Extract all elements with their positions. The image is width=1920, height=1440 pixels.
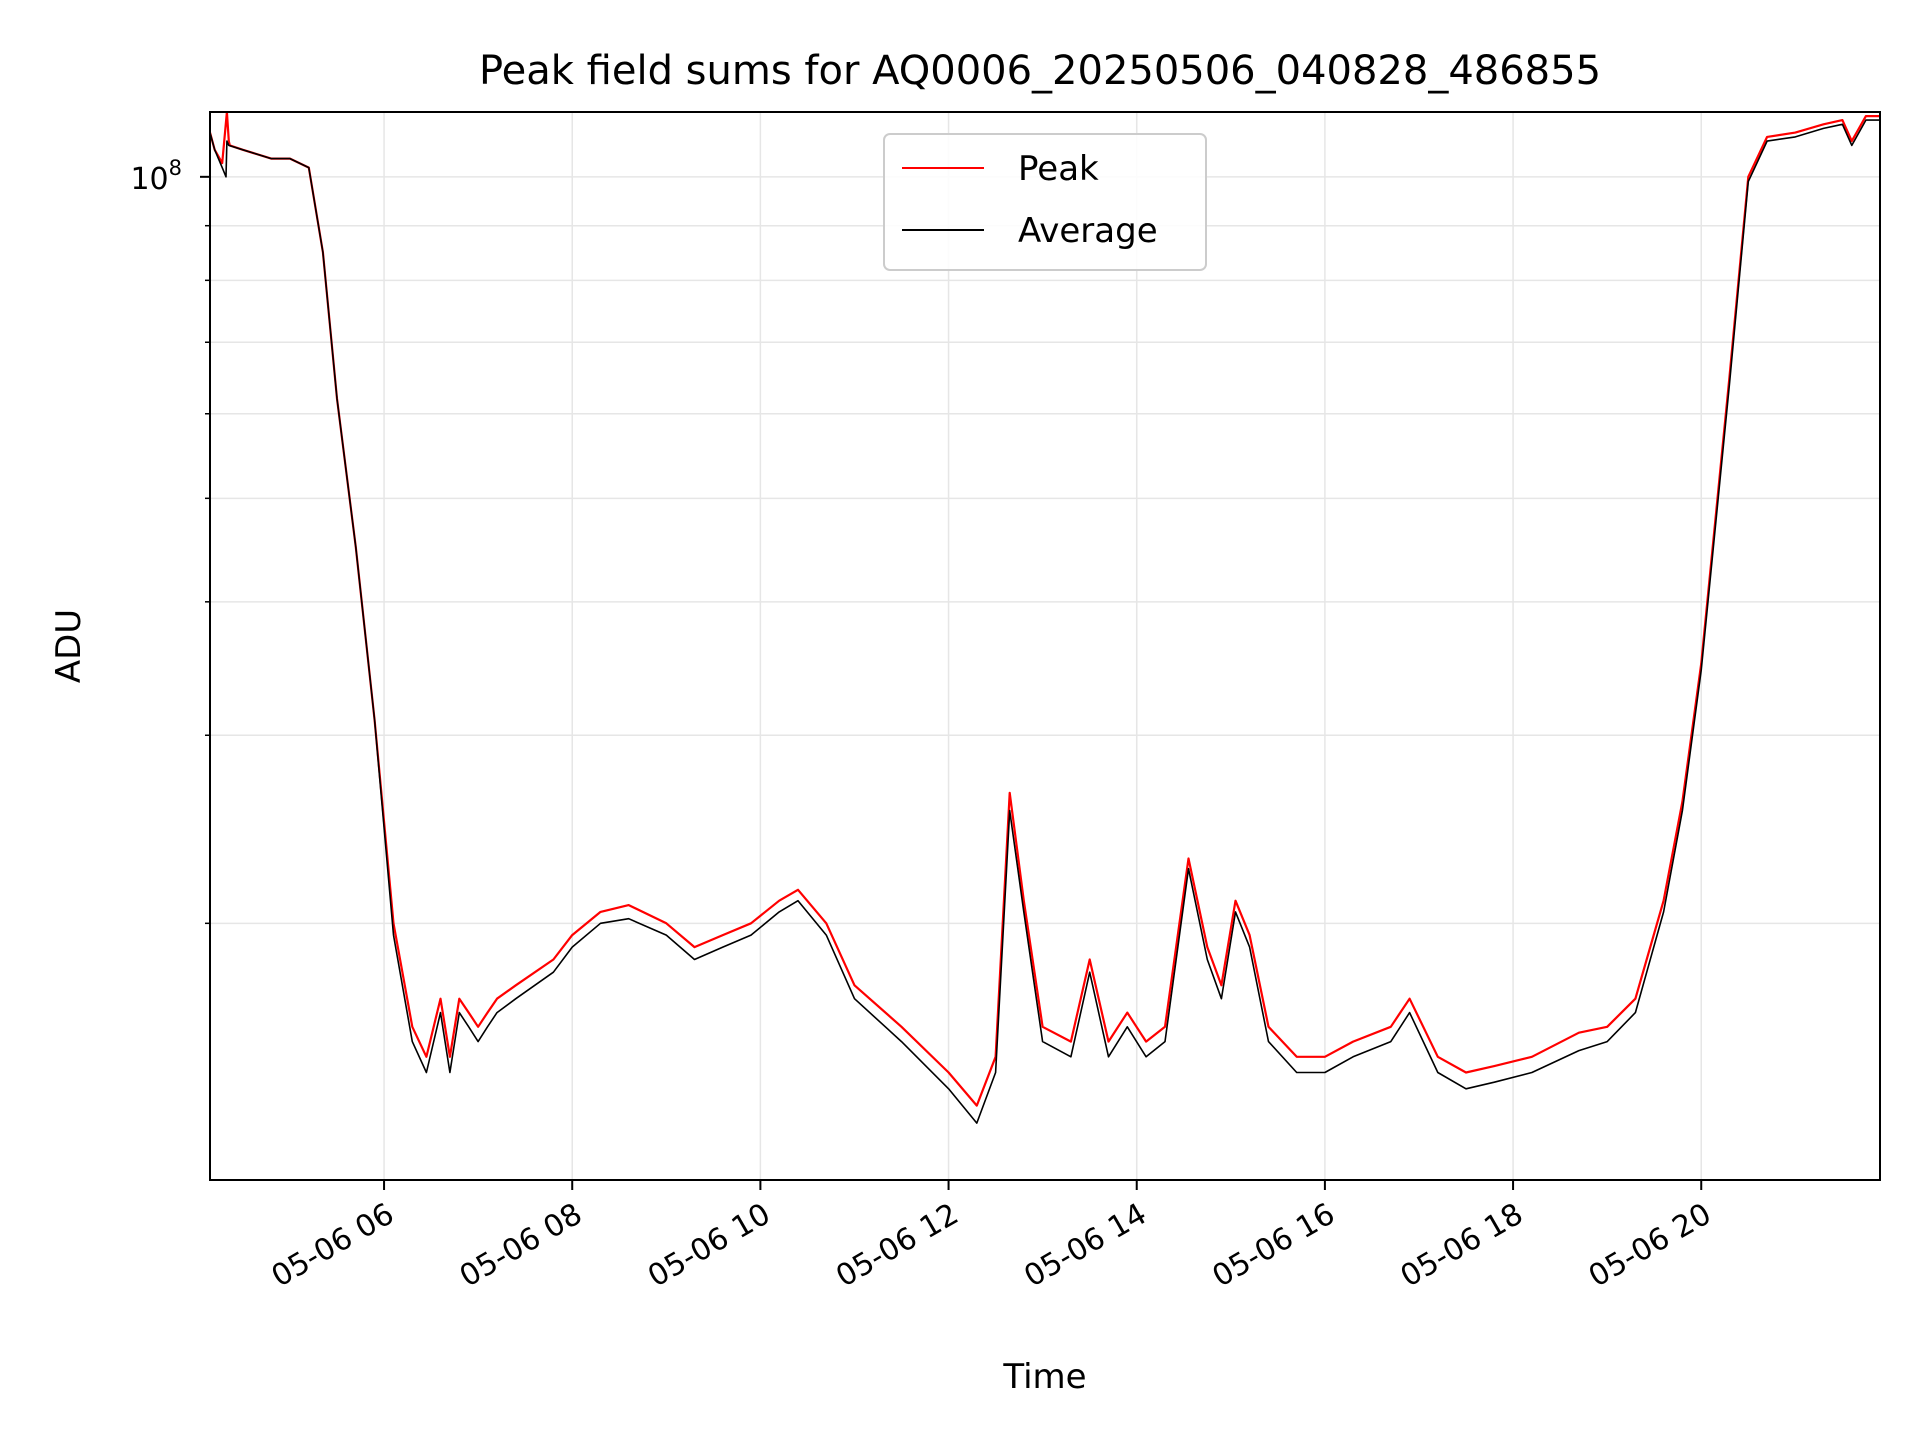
x-axis-label: Time [1002, 1357, 1086, 1397]
y-axis-label: ADU [49, 609, 89, 683]
plot-series [210, 112, 1880, 1124]
legend: Peak Average [883, 133, 1207, 271]
series-line-average [210, 119, 1880, 1124]
y-tick-label: 108 [130, 156, 182, 197]
y-tick-label-base: 10 [130, 162, 168, 197]
legend-peak-label: Peak [1018, 149, 1099, 189]
chart-title: Peak field sums for AQ0006_20250506_0408… [479, 48, 1601, 94]
grid [210, 112, 1880, 1180]
plot-frame [209, 111, 1881, 1181]
y-tick-label-exponent: 8 [169, 156, 182, 180]
legend-average-label: Average [1018, 211, 1158, 251]
